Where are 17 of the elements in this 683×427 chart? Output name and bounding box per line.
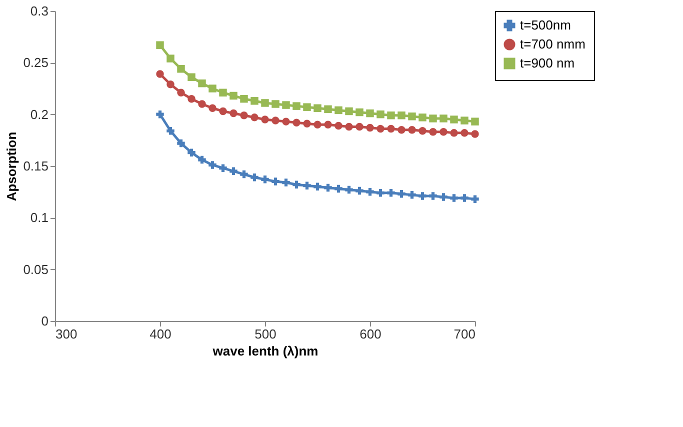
y-tick-label: 0.05: [23, 262, 48, 277]
y-axis-title: Apsorption: [4, 132, 20, 202]
x-tick-label: 300: [56, 326, 78, 342]
legend-label: t=700 nmm: [520, 36, 586, 52]
y-tick-label: 0.3: [30, 4, 48, 18]
x-tick-label: 400: [150, 326, 172, 342]
x-tick-label: 600: [360, 326, 382, 342]
x-tick-label: 700: [454, 326, 476, 342]
x-tick-label: 500: [254, 326, 276, 342]
y-tick-label: 0.1: [30, 210, 48, 226]
legend-label: t=900 nm: [520, 56, 575, 70]
y-tick-label: 0.15: [23, 158, 48, 174]
y-tick-label: 0.2: [30, 106, 48, 122]
y-tick-label: 0.25: [23, 55, 48, 70]
x-axis-title: wave lenth (λ)nm: [212, 344, 318, 358]
legend-label: t=500nm: [520, 18, 571, 32]
y-tick-label: 0: [41, 314, 48, 328]
